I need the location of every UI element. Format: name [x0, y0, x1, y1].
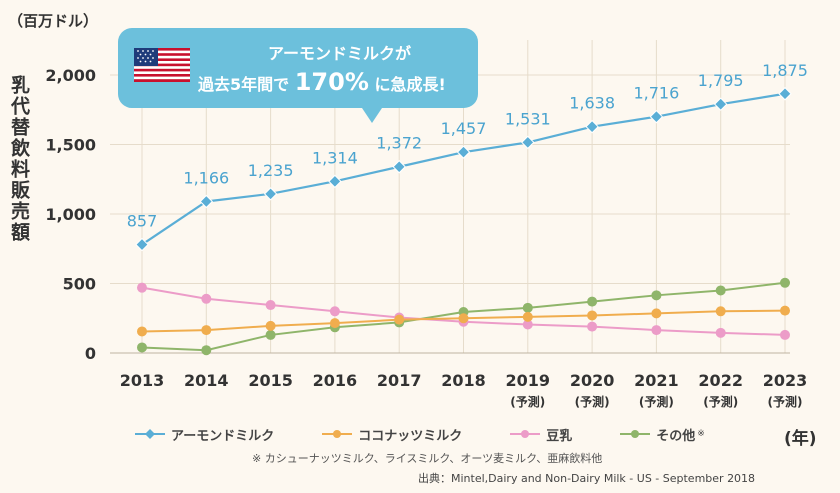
legend-marker-coconut: [322, 430, 353, 438]
point-3-2019: [522, 302, 533, 313]
x-tick-label-2014: 2014: [184, 371, 229, 390]
data-label-almond-2015: 1,235: [248, 161, 294, 180]
point-2-2019: [522, 319, 533, 330]
x-tick-label-2019: 2019: [506, 371, 551, 390]
point-1-2019: [522, 311, 533, 322]
x-forecast-label-2022: (予測): [703, 394, 738, 409]
x-forecast-label-2023: (予測): [768, 394, 803, 409]
source-note: 出典：Mintel,Dairy and Non-Dairy Milk - US …: [418, 472, 756, 485]
y-tick-label-0: 0: [85, 344, 96, 363]
legend-marker-soy: [510, 430, 541, 438]
data-label-almond-2017: 1,372: [376, 134, 422, 153]
point-0-2013: [135, 237, 149, 252]
x-tick-label-2021: 2021: [634, 371, 679, 390]
data-label-almond-2016: 1,314: [312, 148, 358, 167]
point-0-2017: [392, 160, 406, 174]
data-label-almond-2018: 1,457: [441, 119, 487, 138]
x-tick-label-2023: 2023: [763, 371, 808, 390]
footnote: ※ カシューナッツミルク、ライスミルク、オーツ麦ミルク、亜麻飲料他: [252, 452, 603, 465]
point-0-2019: [521, 135, 535, 150]
x-tick-label-2020: 2020: [570, 371, 615, 390]
legend-item-soy: 豆乳: [510, 425, 572, 444]
y-unit-label: （百万ドル）: [8, 12, 99, 30]
point-0-2015: [263, 187, 278, 201]
point-3-2023: [780, 277, 790, 288]
point-1-2022: [715, 306, 726, 317]
point-0-2020: [585, 120, 599, 134]
y-tick-label-2000: 2,000: [45, 66, 96, 85]
data-label-almond-2019: 1,531: [505, 109, 551, 128]
x-tick-label-2017: 2017: [377, 371, 422, 390]
callout-pre: 過去5年間で: [198, 75, 290, 94]
point-1-2021: [651, 308, 662, 319]
point-1-2018: [458, 313, 469, 324]
callout-box: アーモンドミルクが 過去5年間で 170% に急成長!: [118, 28, 478, 108]
point-2-2023: [780, 329, 790, 340]
point-0-2014: [199, 194, 214, 209]
x-forecast-label-2020: (予測): [575, 394, 610, 409]
point-1-2013: [137, 326, 147, 337]
y-tick-label-1500: 1,500: [45, 136, 96, 155]
legend-label-coconut: ココナッツミルク: [358, 428, 463, 444]
data-label-almond-2013: 857: [127, 212, 158, 231]
point-3-2015: [265, 329, 276, 340]
callout-big: 170%: [294, 68, 369, 96]
x-tick-label-2016: 2016: [313, 371, 358, 390]
legend-marker-other: [620, 430, 651, 438]
y-tick-label-500: 500: [63, 275, 96, 294]
point-1-2017: [394, 314, 405, 325]
data-label-almond-2023: 1,875: [762, 61, 808, 80]
x-forecast-label-2019: (予測): [510, 394, 545, 409]
point-1-2020: [587, 310, 598, 321]
legend-item-other: その他 ※: [620, 425, 705, 444]
point-3-2014: [201, 345, 212, 356]
point-0-2022: [713, 97, 728, 111]
x-tick-label-2015: 2015: [248, 371, 293, 390]
data-label-almond-2014: 1,166: [183, 168, 229, 187]
callout-line1: アーモンドミルクが: [268, 44, 412, 63]
point-1-2014: [201, 325, 212, 336]
callout-tail: [360, 105, 384, 123]
y-tick-label-1000: 1,000: [45, 205, 96, 224]
point-2-2014: [201, 293, 212, 304]
data-label-almond-2021: 1,716: [633, 84, 679, 103]
point-2-2015: [265, 300, 276, 311]
point-2-2016: [329, 306, 340, 317]
point-3-2021: [651, 290, 662, 301]
point-2-2022: [715, 327, 726, 338]
point-2-2021: [651, 325, 662, 336]
legend-label-almond: アーモンドミルク: [171, 428, 275, 444]
point-3-2020: [587, 296, 598, 307]
legend-item-coconut: ココナッツミルク: [322, 425, 462, 444]
legend-marker-almond: [135, 429, 165, 439]
callout-line2: 過去5年間で 170% に急成長!: [198, 68, 446, 96]
point-0-2023: [778, 87, 792, 101]
legend-label-soy: 豆乳: [546, 428, 573, 444]
us-flag-icon: [134, 48, 190, 82]
legend-note-mark: ※: [697, 429, 705, 439]
point-1-2015: [265, 320, 276, 331]
callout-post: に急成長!: [374, 75, 446, 94]
point-1-2016: [329, 318, 340, 329]
x-tick-label-2013: 2013: [120, 371, 165, 390]
legend: アーモンドミルク ココナッツミルク 豆乳 その他 ※: [135, 424, 753, 444]
point-0-2018: [456, 145, 471, 159]
point-0-2021: [649, 109, 664, 124]
point-3-2022: [715, 285, 726, 296]
data-label-almond-2020: 1,638: [569, 94, 615, 113]
point-2-2013: [137, 282, 147, 293]
point-0-2016: [328, 174, 342, 189]
x-forecast-label-2021: (予測): [639, 394, 674, 409]
legend-item-almond: アーモンドミルク: [135, 425, 274, 444]
point-2-2020: [587, 321, 598, 332]
legend-label-other: その他: [656, 428, 696, 444]
y-axis-label: 乳代替飲料販売額: [8, 75, 30, 243]
x-unit-label: (年): [784, 429, 817, 449]
point-3-2013: [137, 342, 147, 353]
x-tick-label-2018: 2018: [441, 371, 486, 390]
x-tick-label-2022: 2022: [698, 371, 743, 390]
data-label-almond-2022: 1,795: [698, 71, 744, 90]
point-1-2023: [780, 305, 790, 316]
